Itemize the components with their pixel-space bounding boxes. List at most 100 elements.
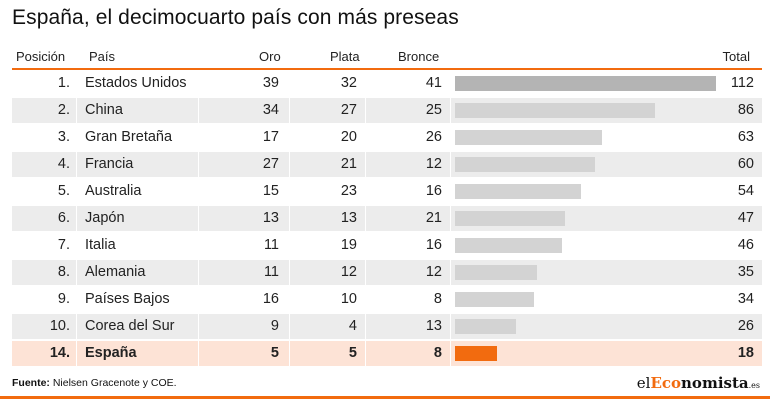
position-cell: 2. xyxy=(12,98,76,123)
gold-cell: 39 xyxy=(262,75,279,91)
position-cell: 5. xyxy=(57,183,70,199)
table-row: 6. Japón 13 13 21 47 xyxy=(12,205,762,232)
total-bar xyxy=(455,76,716,91)
total-bar xyxy=(455,184,581,199)
table-row: 10. Corea del Sur 9 4 13 26 xyxy=(12,313,762,340)
total-bar xyxy=(455,130,602,145)
table-row: 7. Italia 11 19 16 46 xyxy=(12,232,762,259)
gold-cell: 34 xyxy=(199,98,289,123)
total-cell: 46 xyxy=(451,233,762,258)
silver-cell: 21 xyxy=(290,152,365,177)
position-cell: 3. xyxy=(57,129,70,145)
silver-cell: 4 xyxy=(290,314,365,339)
total-cell: 60 xyxy=(451,152,762,177)
bronze-cell: 26 xyxy=(425,129,442,145)
total-cell: 86 xyxy=(451,98,762,123)
total-value: 26 xyxy=(737,318,754,334)
bronze-cell: 16 xyxy=(425,183,442,199)
total-bar xyxy=(455,157,595,172)
gold-cell: 11 xyxy=(199,260,289,285)
table-row: 3. Gran Bretaña 17 20 26 63 xyxy=(12,124,762,151)
total-bar xyxy=(455,238,562,253)
header-position: Posición xyxy=(16,49,66,64)
bronze-cell: 25 xyxy=(366,98,450,123)
bronze-cell: 41 xyxy=(425,75,442,91)
total-value: 18 xyxy=(737,345,754,361)
total-value: 60 xyxy=(737,156,754,172)
bronze-cell: 12 xyxy=(366,260,450,285)
position-cell: 1. xyxy=(57,75,70,91)
silver-cell: 19 xyxy=(340,237,357,253)
country-cell: Gran Bretaña xyxy=(85,129,173,145)
header-silver: Plata xyxy=(330,49,360,64)
total-value: 54 xyxy=(737,183,754,199)
silver-cell: 5 xyxy=(290,341,365,366)
chart-title: España, el decimocuarto país con más pre… xyxy=(12,6,459,29)
position-cell: 8. xyxy=(12,260,76,285)
gold-cell: 16 xyxy=(262,291,279,307)
header-country: País xyxy=(89,49,116,64)
gold-cell: 15 xyxy=(262,183,279,199)
table-row: 8. Alemania 11 12 12 35 xyxy=(12,259,762,286)
total-cell: 34 xyxy=(451,287,762,312)
header-rule xyxy=(12,68,762,70)
source-note: Fuente: Nielsen Gracenote y COE. xyxy=(12,377,177,389)
bottom-rule xyxy=(0,396,770,399)
total-value: 35 xyxy=(737,264,754,280)
source-label: Fuente: xyxy=(12,377,50,389)
gold-cell: 27 xyxy=(199,152,289,177)
total-bar xyxy=(455,103,655,118)
total-value: 34 xyxy=(737,291,754,307)
table-row: 1. Estados Unidos 39 32 41 112 xyxy=(12,70,762,97)
total-cell: 47 xyxy=(451,206,762,231)
country-cell: Estados Unidos xyxy=(85,75,187,91)
total-cell: 26 xyxy=(451,314,762,339)
total-value: 46 xyxy=(737,237,754,253)
table-row: 4. Francia 27 21 12 60 xyxy=(12,151,762,178)
silver-cell: 10 xyxy=(340,291,357,307)
gold-cell: 11 xyxy=(263,237,279,253)
gold-cell: 17 xyxy=(262,129,279,145)
total-bar xyxy=(455,265,537,280)
bronze-cell: 21 xyxy=(366,206,450,231)
country-cell: Italia xyxy=(85,237,116,253)
position-cell: 9. xyxy=(57,291,70,307)
total-bar xyxy=(455,292,534,307)
bronze-cell: 8 xyxy=(366,341,450,366)
position-cell: 10. xyxy=(12,314,76,339)
total-cell: 35 xyxy=(451,260,762,285)
country-cell: Francia xyxy=(77,152,198,177)
total-cell: 63 xyxy=(451,125,762,150)
table-header: Posición País Oro Plata Bronce Total xyxy=(12,46,762,68)
bronze-cell: 8 xyxy=(433,291,442,307)
source-text: Nielsen Gracenote y COE. xyxy=(52,377,177,389)
position-cell: 7. xyxy=(57,237,70,253)
country-cell: Países Bajos xyxy=(85,291,170,307)
total-cell: 54 xyxy=(451,179,762,204)
gold-cell: 5 xyxy=(199,341,289,366)
total-value: 112 xyxy=(730,75,754,91)
total-value: 63 xyxy=(737,129,754,145)
total-value: 47 xyxy=(737,210,754,226)
header-total: Total xyxy=(722,49,750,64)
table-row: 5. Australia 15 23 16 54 xyxy=(12,178,762,205)
silver-cell: 20 xyxy=(340,129,357,145)
table-row: 9. Países Bajos 16 10 8 34 xyxy=(12,286,762,313)
country-cell: Corea del Sur xyxy=(77,314,198,339)
bronze-cell: 13 xyxy=(366,314,450,339)
silver-cell: 32 xyxy=(340,75,357,91)
position-cell: 4. xyxy=(12,152,76,177)
total-bar xyxy=(455,346,497,361)
silver-cell: 12 xyxy=(290,260,365,285)
silver-cell: 13 xyxy=(290,206,365,231)
position-cell: 14. xyxy=(12,341,76,366)
gold-cell: 13 xyxy=(199,206,289,231)
total-value: 86 xyxy=(737,102,754,118)
country-cell: Alemania xyxy=(77,260,198,285)
total-cell: 112 xyxy=(451,71,762,96)
bronze-cell: 16 xyxy=(425,237,442,253)
country-cell: Australia xyxy=(85,183,142,199)
gold-cell: 9 xyxy=(199,314,289,339)
total-cell: 18 xyxy=(451,341,762,366)
country-cell: España xyxy=(77,341,198,366)
